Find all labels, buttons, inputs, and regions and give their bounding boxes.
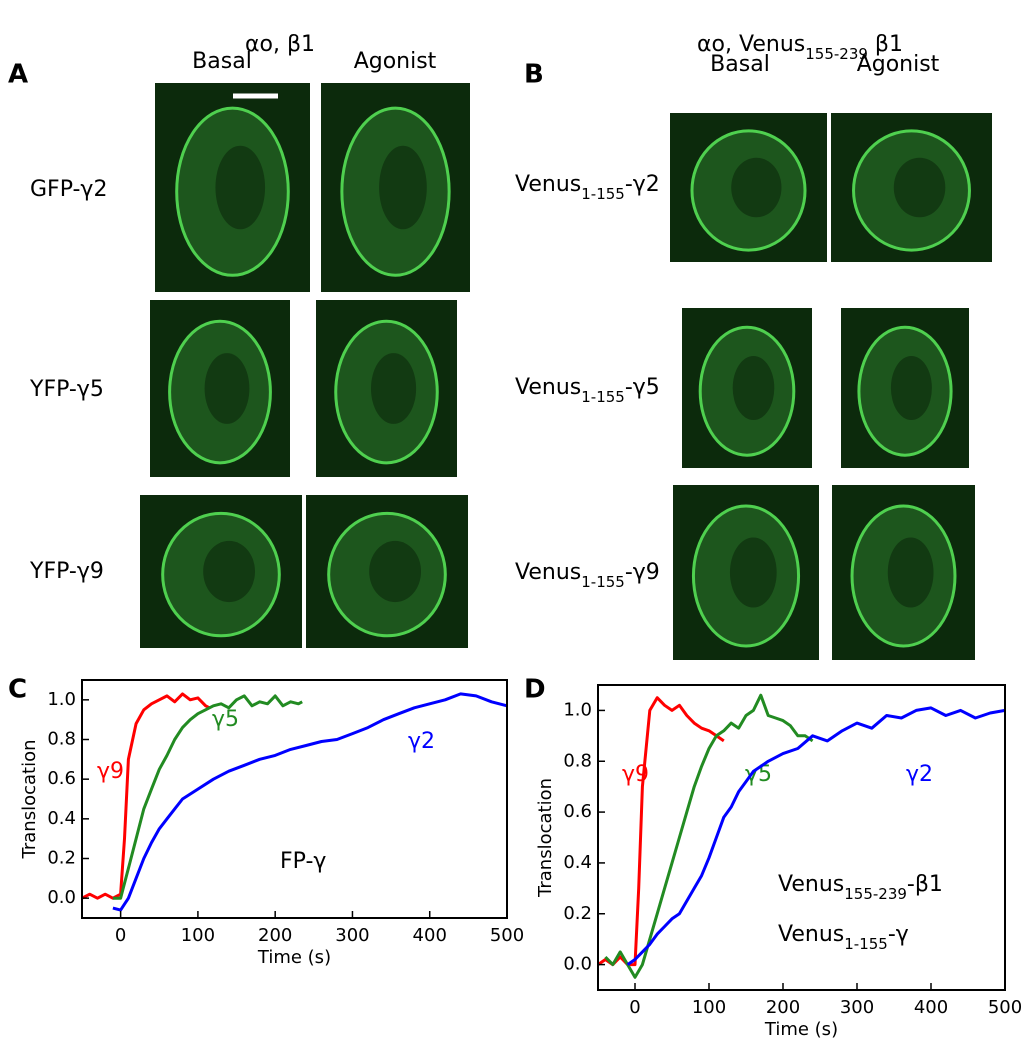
panel-letter: D [524, 675, 546, 705]
plot-frame [597, 684, 1006, 991]
nucleus [732, 356, 775, 420]
x-tick-label: 0 [629, 997, 640, 1018]
x-tick-label: 300 [840, 997, 874, 1018]
panel-header: αo, β1 [245, 32, 315, 57]
row-label: YFP-γ9 [29, 559, 104, 584]
x-tick-label: 300 [335, 925, 369, 946]
x-tick-label: 100 [181, 925, 215, 946]
text-part: β1 [868, 32, 903, 57]
text-part: -γ9 [625, 560, 660, 585]
panel-letter: C [8, 675, 27, 705]
x-tick-label: 200 [766, 997, 800, 1018]
nucleus [215, 145, 266, 230]
text-part: αo, β1 [245, 32, 315, 57]
text-part: GFP-γ2 [30, 177, 107, 202]
series-label: γ5 [745, 762, 772, 787]
series-line [604, 693, 814, 979]
y-tick-label: 0.2 [563, 903, 592, 924]
text-part: 1-155 [581, 573, 625, 591]
text-part: 155-239 [805, 45, 868, 63]
x-tick-label: 500 [988, 997, 1022, 1018]
nucleus [204, 353, 250, 424]
nucleus [370, 353, 417, 424]
y-tick-label: 0.6 [563, 801, 592, 822]
nucleus [729, 537, 777, 608]
annotation: Venus155-239-β1 [778, 872, 943, 903]
series-line [597, 696, 725, 967]
text-part: YFP-γ5 [29, 377, 104, 402]
nucleus [731, 157, 782, 218]
text-part: 1-155 [844, 935, 888, 953]
x-tick-label: 500 [490, 925, 524, 946]
x-tick-label: 0 [115, 925, 126, 946]
x-axis-label: Time (s) [764, 1019, 838, 1040]
text-part: FP-γ [280, 849, 326, 874]
nucleus [369, 540, 422, 603]
y-tick-label: 0.4 [563, 852, 592, 873]
x-tick-label: 200 [258, 925, 292, 946]
nucleus [887, 537, 934, 608]
x-tick-label: 100 [692, 997, 726, 1018]
plot-frame [81, 679, 508, 919]
text-part: 155-239 [844, 885, 907, 903]
text-part: -γ2 [625, 172, 660, 197]
series-label: γ9 [97, 759, 124, 784]
row-label: Venus1-155-γ2 [515, 172, 660, 203]
row-label: YFP-γ5 [29, 377, 104, 402]
series-label: γ9 [622, 762, 649, 787]
nucleus [893, 157, 946, 218]
y-tick-label: 0.6 [47, 768, 76, 789]
x-tick-label: 400 [914, 997, 948, 1018]
text-part: Venus [515, 560, 581, 585]
series-label: γ5 [212, 707, 239, 732]
nucleus [203, 540, 256, 603]
column-label: Basal [192, 49, 252, 74]
series-label: γ2 [408, 729, 435, 754]
annotation: FP-γ [280, 849, 326, 874]
panel-letter: B [524, 60, 544, 90]
x-tick-label: 400 [413, 925, 447, 946]
text-part: Venus [515, 375, 581, 400]
series-line [112, 692, 508, 912]
y-tick-label: 0.0 [47, 887, 76, 908]
series-line [81, 692, 211, 900]
text-part: Venus [515, 172, 581, 197]
annotation: Venus1-155-γ [778, 922, 909, 953]
y-tick-label: 0.2 [47, 848, 76, 869]
nucleus [890, 356, 932, 420]
y-axis-label: Translocation [535, 778, 556, 898]
y-tick-label: 0.4 [47, 808, 76, 829]
y-tick-label: 0.8 [563, 750, 592, 771]
row-label: Venus1-155-γ9 [515, 560, 660, 591]
row-label: Venus1-155-γ5 [515, 375, 660, 406]
panel-letter: A [8, 60, 28, 90]
y-tick-label: 1.0 [47, 689, 76, 710]
column-label: Agonist [354, 49, 437, 74]
nucleus [379, 145, 427, 230]
text-part: -γ [888, 922, 909, 947]
y-axis-label: Translocation [19, 740, 40, 860]
y-tick-label: 1.0 [563, 699, 592, 720]
series-label: γ2 [906, 762, 933, 787]
row-label: GFP-γ2 [30, 177, 107, 202]
column-label: Agonist [857, 52, 940, 77]
series-line [626, 706, 1006, 966]
text-part: 1-155 [581, 388, 625, 406]
text-part: Venus [778, 872, 844, 897]
text-part: Venus [778, 922, 844, 947]
y-tick-label: 0.8 [47, 729, 76, 750]
text-part: -β1 [907, 872, 943, 897]
text-part: YFP-γ9 [29, 559, 104, 584]
column-label: Basal [710, 52, 770, 77]
text-part: 1-155 [581, 185, 625, 203]
panel-header: αo, Venus155-239 β1 [697, 32, 903, 63]
text-part: -γ5 [625, 375, 660, 400]
text-part: αo, Venus [697, 32, 805, 57]
series-line [112, 694, 303, 900]
x-axis-label: Time (s) [257, 947, 331, 968]
y-tick-label: 0.0 [563, 954, 592, 975]
